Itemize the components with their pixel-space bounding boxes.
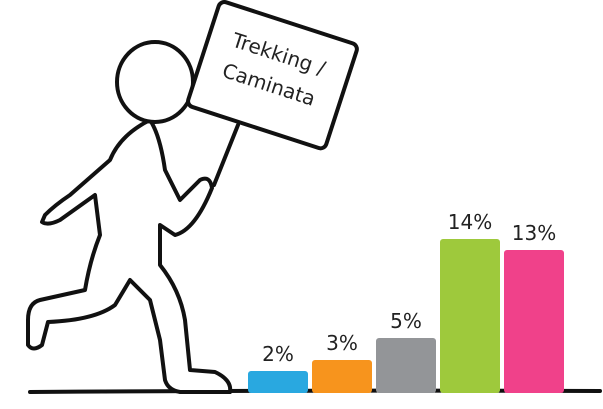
figure-head [115,40,195,124]
value-label: 5% [390,309,422,333]
bar [504,250,564,393]
bar [376,338,436,393]
figure-body [26,118,233,394]
value-label: 3% [326,331,358,355]
value-label: 14% [448,210,492,234]
sign: Trekking / Caminata [186,0,359,151]
bar [248,371,308,393]
sign-pole [212,123,240,187]
bar [440,239,500,393]
sign-board [186,0,359,151]
value-label: 13% [512,221,556,245]
bar [312,360,372,393]
value-label: 2% [262,342,294,366]
